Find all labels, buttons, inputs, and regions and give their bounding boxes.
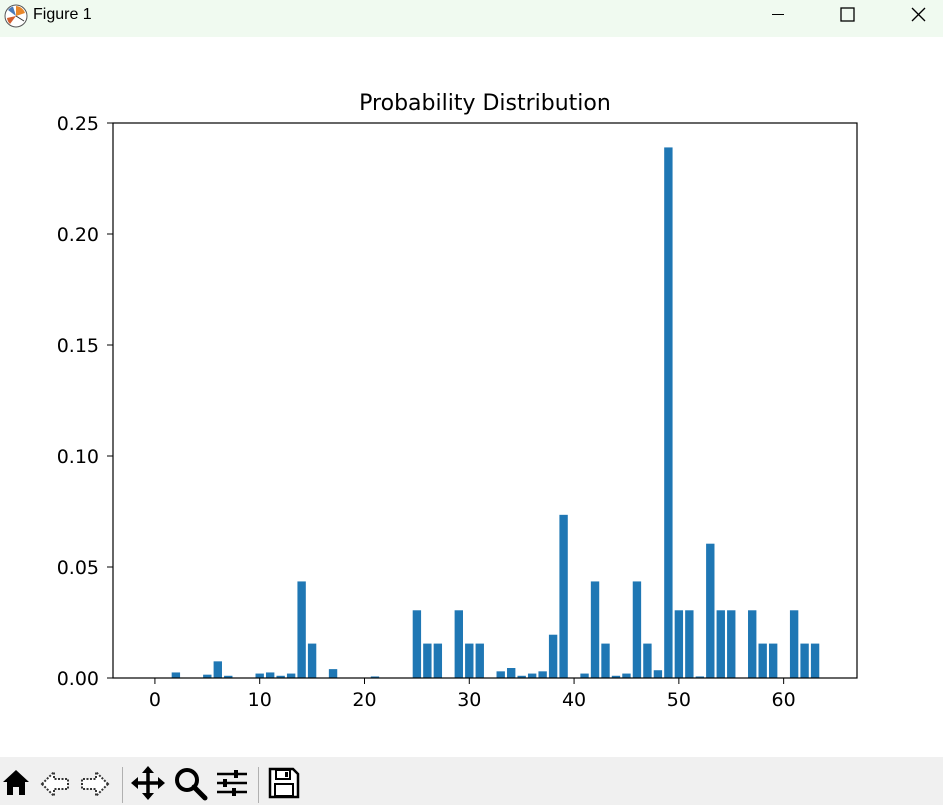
back-icon[interactable] <box>38 765 76 803</box>
bar-11 <box>265 672 275 678</box>
bar-42 <box>590 581 600 678</box>
toolbar-separator <box>258 767 259 803</box>
y-axis: 0.00 0.05 0.10 0.15 0.20 0.25 <box>57 113 113 690</box>
y-tick-label: 0.05 <box>57 557 99 579</box>
y-tick-label: 0.20 <box>57 224 99 246</box>
bar-43 <box>601 643 610 678</box>
bar-55 <box>727 610 736 678</box>
bar-group <box>171 147 820 679</box>
bar-63 <box>810 643 820 678</box>
window-title: Figure 1 <box>33 6 92 23</box>
forward-icon[interactable] <box>76 765 114 803</box>
bar-10 <box>255 673 264 678</box>
figure-canvas: Probability Distribution 0 10 20 30 40 50 60 0… <box>0 37 943 757</box>
bar-44 <box>611 675 621 678</box>
bar-35 <box>517 675 526 678</box>
bar-21 <box>370 676 380 678</box>
bar-47 <box>643 643 652 678</box>
y-tick-label: 0.00 <box>57 668 99 690</box>
close-button[interactable] <box>896 0 942 30</box>
app-icon <box>4 4 28 28</box>
x-tick-label: 60 <box>772 689 796 711</box>
chart: Probability Distribution 0 10 20 30 40 50 60 0… <box>57 91 858 711</box>
configure-icon[interactable] <box>214 765 252 803</box>
bar-2 <box>171 672 181 678</box>
bar-5 <box>203 674 212 678</box>
zoom-icon[interactable] <box>172 765 210 803</box>
bar-57 <box>748 610 757 678</box>
bar-38 <box>548 634 558 678</box>
bar-26 <box>423 643 432 678</box>
bar-12 <box>276 675 285 678</box>
bar-17 <box>328 669 338 678</box>
bar-51 <box>685 610 694 678</box>
bar-6 <box>213 661 222 678</box>
bar-7 <box>224 675 233 678</box>
bar-37 <box>538 671 547 678</box>
bar-49 <box>664 147 673 679</box>
bar-34 <box>507 668 516 678</box>
bar-36 <box>527 673 537 678</box>
bar-48 <box>653 670 663 678</box>
bar-50 <box>674 610 684 678</box>
minimize-button[interactable] <box>755 0 801 30</box>
bar-15 <box>307 643 317 678</box>
bar-58 <box>758 643 767 678</box>
pan-icon[interactable] <box>130 765 168 803</box>
bar-39 <box>559 514 568 678</box>
bar-27 <box>433 643 443 678</box>
x-tick-label: 40 <box>562 689 586 711</box>
bar-41 <box>580 673 589 678</box>
bar-29 <box>454 610 463 678</box>
bar-25 <box>412 610 422 678</box>
bar-54 <box>716 610 725 678</box>
x-tick-label: 20 <box>352 689 376 711</box>
bar-59 <box>768 643 778 678</box>
bar-52 <box>695 676 705 678</box>
bar-33 <box>496 671 505 678</box>
x-tick-label: 30 <box>457 689 481 711</box>
bar-31 <box>475 643 484 678</box>
bar-45 <box>622 673 631 678</box>
bar-61 <box>789 610 799 678</box>
bar-30 <box>465 643 474 678</box>
y-tick-label: 0.15 <box>57 335 99 357</box>
maximize-button[interactable] <box>824 0 870 30</box>
y-tick-label: 0.10 <box>57 446 99 468</box>
bar-53 <box>706 543 715 678</box>
bar-13 <box>286 673 296 678</box>
home-icon[interactable] <box>0 765 38 803</box>
title-bar: Figure 1 <box>0 0 943 37</box>
chart-title: Probability Distribution <box>359 91 611 116</box>
save-icon[interactable] <box>266 765 304 803</box>
x-tick-label: 0 <box>149 689 161 711</box>
x-tick-label: 50 <box>667 689 691 711</box>
bar-62 <box>800 643 809 678</box>
plot-frame <box>112 122 858 679</box>
x-axis: 0 10 20 30 40 50 60 <box>149 678 796 711</box>
y-tick-label: 0.25 <box>57 113 99 135</box>
navigation-toolbar <box>0 757 943 805</box>
x-tick-label: 10 <box>248 689 272 711</box>
bar-46 <box>632 581 642 678</box>
toolbar-separator <box>122 767 123 803</box>
bar-14 <box>297 581 306 678</box>
